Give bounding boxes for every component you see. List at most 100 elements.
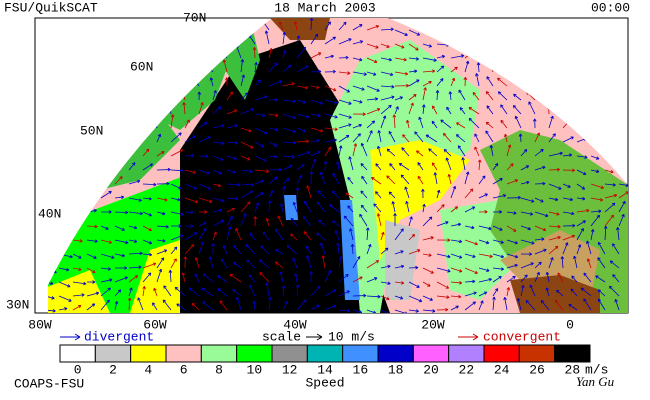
wind-arrow <box>586 258 592 269</box>
wind-arrow <box>275 261 284 269</box>
wind-arrow <box>86 303 96 311</box>
wind-arrow <box>422 267 434 274</box>
wind-arrow <box>408 309 419 313</box>
wind-arrow <box>534 271 540 283</box>
wind-arrow <box>489 145 494 157</box>
colorbar-tick-label: 2 <box>109 362 117 377</box>
divergent-arrowhead <box>74 333 81 341</box>
wind-arrow <box>464 171 470 185</box>
wind-arrow <box>534 248 547 255</box>
wind-arrow <box>408 102 414 115</box>
wind-arrow <box>254 169 270 173</box>
wind-arrow <box>156 257 165 269</box>
wind-arrow <box>170 224 182 228</box>
wind-arrow <box>604 193 618 199</box>
wind-arrow <box>435 90 440 101</box>
color-swatch <box>200 344 238 363</box>
wind-arrow <box>450 77 456 87</box>
wind-arrow <box>296 151 311 157</box>
wind-arrow <box>359 213 368 227</box>
wind-arrow <box>153 287 158 297</box>
wind-arrow <box>497 77 508 87</box>
color-swatch <box>448 344 485 363</box>
wind-arrow <box>408 94 417 101</box>
wind-arrow <box>221 258 228 269</box>
wind-arrow <box>475 73 480 87</box>
wind-arrow <box>450 305 459 311</box>
wind-arrow <box>513 93 522 101</box>
wind-arrow <box>447 173 452 185</box>
wind-arrow <box>212 141 225 146</box>
wind-arrow <box>128 239 138 243</box>
legend-convergent: convergent <box>483 329 561 344</box>
wind-arrow <box>604 202 616 213</box>
wind-arrow <box>377 145 382 157</box>
wind-arrow <box>548 133 556 143</box>
wind-arrow <box>618 213 625 227</box>
wind-arrow <box>296 299 307 311</box>
wind-arrow <box>212 106 222 115</box>
header-right: 00:00 <box>591 0 630 15</box>
wind-arrow <box>393 213 397 227</box>
wind-arrow <box>485 121 494 129</box>
wind-arrow <box>282 155 295 159</box>
wind-arrow <box>450 185 457 199</box>
lon-label: 80W <box>28 317 52 332</box>
wind-arrow <box>352 99 363 104</box>
wind-arrow <box>380 104 392 115</box>
wind-arrow <box>226 141 238 145</box>
wind-arrow <box>295 187 300 199</box>
wind-arrow <box>380 95 395 101</box>
wind-arrow <box>282 82 295 87</box>
wind-arrow <box>352 24 363 31</box>
wind-arrow <box>320 242 326 255</box>
wind-arrow <box>506 287 511 297</box>
wind-arrow <box>456 122 466 129</box>
wind-arrow <box>468 117 480 129</box>
wind-arrow <box>408 249 421 255</box>
wind-arrow <box>528 101 536 115</box>
wind-arrow <box>590 169 600 174</box>
wind-arrow <box>560 256 565 269</box>
wind-arrow <box>450 66 458 73</box>
wind-arrow <box>576 183 586 190</box>
wind-arrow <box>181 272 186 283</box>
color-swatch <box>554 344 591 363</box>
wind-arrow <box>275 228 284 241</box>
wind-arrow <box>265 282 270 297</box>
wind-arrow <box>432 105 438 115</box>
wind-arrow <box>422 81 432 87</box>
wind-arrow <box>590 228 595 241</box>
wind-arrow <box>268 127 279 132</box>
wind-arrow <box>394 295 404 300</box>
wind-arrow <box>259 271 270 283</box>
wind-arrow <box>450 206 459 213</box>
wind-arrow <box>583 298 592 311</box>
wind-arrow <box>170 183 182 190</box>
wind-arrow <box>338 290 350 297</box>
wind-arrow <box>324 36 336 45</box>
wind-arrow <box>500 119 508 129</box>
wind-arrow <box>310 127 324 133</box>
wind-arrow <box>292 257 298 269</box>
colorbar-tick-label: 28 <box>565 362 581 377</box>
wind-arrow <box>212 208 223 213</box>
wind-arrow <box>492 253 505 259</box>
wind-arrow <box>302 216 312 227</box>
wind-arrow <box>329 203 340 213</box>
wind-arrow <box>170 114 175 129</box>
wind-arrow <box>310 158 317 171</box>
wind-arrow <box>478 175 486 185</box>
wind-arrow <box>233 244 242 255</box>
wind-arrow <box>366 120 376 129</box>
wind-arrow <box>422 43 432 48</box>
lat-label: 30N <box>6 297 29 312</box>
wind-arrow <box>576 169 587 176</box>
wind-arrow <box>422 295 433 301</box>
wind-arrow <box>492 163 499 171</box>
wind-arrow <box>114 239 129 245</box>
wind-arrow <box>404 186 410 199</box>
wind-arrow <box>324 127 338 132</box>
wind-arrow <box>455 134 466 143</box>
wind-arrow <box>296 46 307 59</box>
